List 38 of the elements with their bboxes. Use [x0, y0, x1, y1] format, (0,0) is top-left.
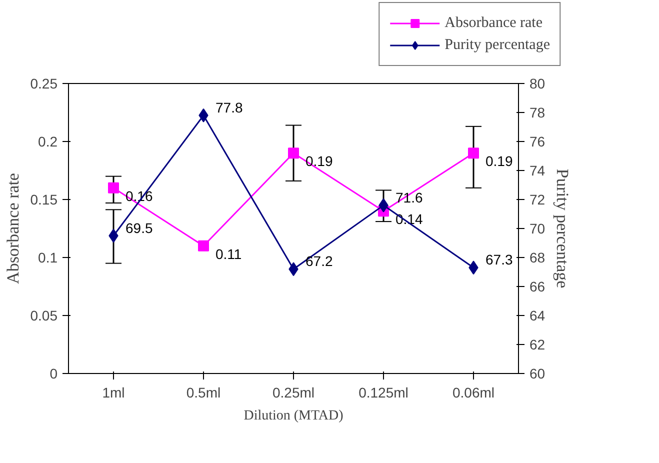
y2-tick-label: 76 — [530, 134, 546, 150]
data-label: 67.3 — [486, 252, 513, 268]
y-tick-label: 0.25 — [30, 76, 58, 92]
point — [198, 240, 209, 252]
point — [288, 148, 299, 159]
y-tick-label: 0.1 — [38, 250, 58, 266]
y2-tick-label: 74 — [530, 162, 546, 178]
data-label: 0.11 — [216, 246, 242, 262]
data-label: 0.19 — [486, 153, 513, 170]
y-tick-label: 0.15 — [30, 192, 58, 208]
point — [108, 182, 119, 194]
point — [468, 148, 479, 159]
y2-tick-label: 64 — [530, 308, 546, 324]
y2-tick-label: 66 — [530, 278, 546, 294]
y2-tick-label: 68 — [530, 250, 546, 266]
x-tick-label: 0.25ml — [272, 384, 315, 400]
y2-tick-label: 80 — [530, 76, 546, 92]
y2-tick-label: 72 — [530, 192, 546, 208]
data-label: 0.19 — [306, 153, 333, 170]
data-label: 69.5 — [126, 220, 153, 236]
legend-label: Absorbance rate — [444, 14, 542, 32]
y-tick-label: 0 — [50, 366, 58, 382]
data-label: 77.8 — [216, 99, 243, 116]
x-tick-label: 0.125ml — [358, 384, 408, 400]
y-tick-label: 0.05 — [30, 308, 58, 324]
y2-tick-label: 60 — [530, 366, 546, 382]
y-axis-title: Absorbance rate — [3, 173, 22, 284]
x-axis-title: Dilution (MTAD) — [244, 408, 344, 424]
data-label: 67.2 — [306, 253, 333, 270]
y-tick-label: 0.2 — [38, 134, 58, 150]
x-tick-label: 0.06ml — [452, 384, 495, 400]
y2-tick-label: 62 — [530, 336, 546, 352]
y2-axis-title: Purity percentage — [553, 168, 572, 288]
x-tick-label: 1ml — [102, 384, 125, 400]
x-tick-label: 0.5ml — [186, 384, 221, 400]
y2-tick-label: 78 — [530, 104, 546, 120]
y2-tick-label: 70 — [530, 220, 546, 236]
legend-label: Purity percentage — [444, 36, 550, 54]
